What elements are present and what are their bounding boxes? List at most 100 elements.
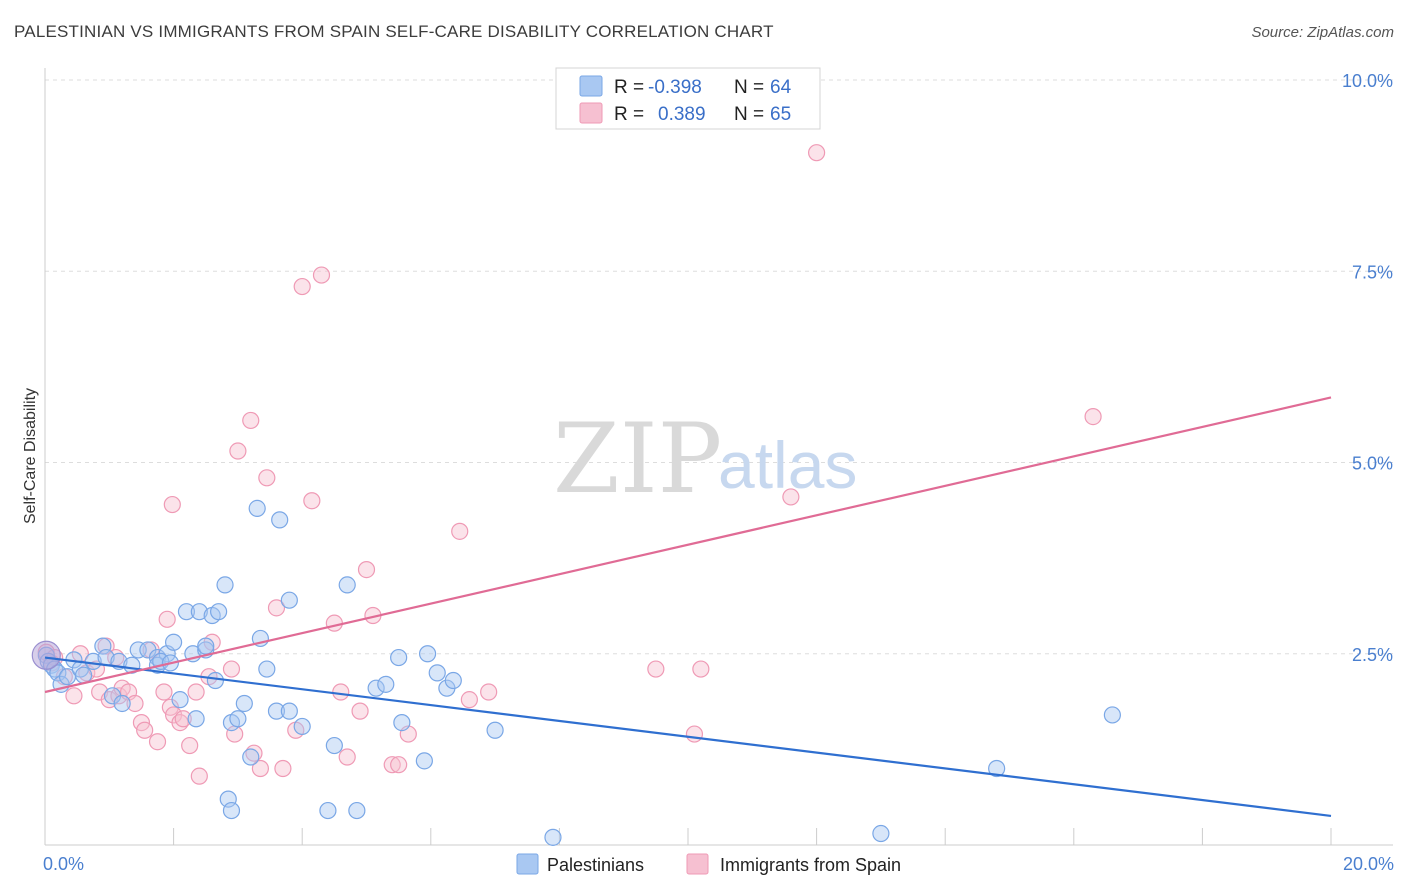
immigrants-from-spain-point-60 xyxy=(782,488,800,506)
palestinians-point-58 xyxy=(415,752,433,770)
bottom-legend-label-immigrants-from-spain: Immigrants from Spain xyxy=(720,855,901,875)
immigrants-from-spain-point-35 xyxy=(242,411,260,430)
palestinians-point-60 xyxy=(428,664,446,682)
palestinians-point-65 xyxy=(872,824,890,843)
palestinians-point-31 xyxy=(197,637,215,655)
legend-r-label-2: R = xyxy=(614,104,644,125)
palestinians-point-24 xyxy=(165,633,183,651)
palestinians-point-55 xyxy=(377,675,395,693)
immigrants-from-spain-point-61 xyxy=(807,144,826,162)
watermark: ZIP atlas xyxy=(553,403,857,515)
legend-swatch-immigrants-from-spain xyxy=(579,102,603,124)
palestinians-point-52 xyxy=(338,576,356,594)
immigrants-from-spain-point-57 xyxy=(647,660,665,678)
watermark-zip: ZIP xyxy=(553,403,722,515)
immigrants-from-spain-point-40 xyxy=(274,759,292,778)
immigrants-from-spain-point-59 xyxy=(692,660,710,678)
palestinians-point-40 xyxy=(235,694,253,713)
y-axis-title: Self-Care Disability xyxy=(22,388,39,524)
x-tick-label-1: 20.0% xyxy=(1343,854,1394,874)
immigrants-from-spain-point-44 xyxy=(312,266,331,284)
legend-n-label-2: N = xyxy=(734,104,764,125)
immigrants-from-spain-point-46 xyxy=(332,683,350,701)
y-tick-label-3: 10.0% xyxy=(1342,71,1393,91)
legend-swatch-palestinians xyxy=(579,75,603,97)
immigrants-from-spain-point-42 xyxy=(293,277,311,296)
immigrants-from-spain-point-19 xyxy=(148,733,167,751)
palestinians-point-53 xyxy=(348,801,366,820)
immigrants-from-spain-point-17 xyxy=(136,721,154,739)
bottom-legend-swatch-immigrants-from-spain xyxy=(686,853,709,875)
immigrants-from-spain-point-34 xyxy=(229,442,247,460)
immigrants-from-spain-point-39 xyxy=(267,599,286,617)
palestinians-point-48 xyxy=(280,702,298,720)
source-label: Source: ZipAtlas.com xyxy=(1251,24,1394,41)
legend-n-value-1: 64 xyxy=(770,77,792,98)
legend-r-value-1: -0.398 xyxy=(648,77,702,98)
chart-title: PALESTINIAN VS IMMIGRANTS FROM SPAIN SEL… xyxy=(14,22,774,41)
palestinians-point-10 xyxy=(84,652,102,671)
palestinians-point-37 xyxy=(222,801,241,820)
axes xyxy=(44,68,1393,846)
immigrants-from-spain-trend-line xyxy=(44,396,1332,694)
palestinians-point-17 xyxy=(129,641,147,659)
series-immigrants-from-spain-points xyxy=(37,144,1102,785)
palestinians-point-39 xyxy=(229,710,247,728)
palestinians-point-26 xyxy=(177,603,196,621)
palestinians-point-54 xyxy=(367,679,385,697)
tick-labels: 2.5% 5.0% 7.5% 10.0% 0.0% 20.0% xyxy=(43,71,1394,874)
palestinians-point-64 xyxy=(544,828,562,846)
palestinians-point-50 xyxy=(319,801,337,820)
immigrants-from-spain-point-29 xyxy=(190,767,208,785)
immigrants-from-spain-point-54 xyxy=(451,522,469,540)
immigrants-from-spain-point-43 xyxy=(303,492,321,510)
legend-n-label-1: N = xyxy=(734,77,764,98)
immigrants-from-spain-point-45 xyxy=(325,614,343,632)
bottom-legend-label-palestinians: Palestinians xyxy=(547,855,644,875)
palestinians-point-57 xyxy=(393,713,411,732)
palestinians-point-35 xyxy=(216,576,234,594)
palestinians-point-34 xyxy=(210,603,228,621)
immigrants-from-spain-point-38 xyxy=(258,469,276,487)
trend-lines xyxy=(44,396,1332,818)
palestinians-point-51 xyxy=(325,736,343,755)
immigrants-from-spain-point-47 xyxy=(338,748,356,766)
immigrants-from-spain-point-20 xyxy=(155,683,173,701)
palestinians-point-47 xyxy=(267,702,286,720)
palestinians-point-41 xyxy=(242,748,260,766)
overlap-cluster-point xyxy=(31,640,61,670)
palestinians-point-67 xyxy=(1103,706,1121,724)
immigrants-from-spain-point-21 xyxy=(158,610,176,628)
immigrants-from-spain-point-27 xyxy=(181,736,199,755)
immigrants-from-spain-point-48 xyxy=(351,702,369,720)
immigrants-from-spain-point-37 xyxy=(251,759,270,778)
legend-r-value-2: 0.389 xyxy=(658,104,706,125)
immigrants-from-spain-point-4 xyxy=(65,687,83,705)
immigrants-from-spain-point-62 xyxy=(1084,408,1102,426)
immigrants-from-spain-point-23 xyxy=(163,495,181,514)
palestinians-point-44 xyxy=(258,660,276,678)
immigrants-from-spain-point-51 xyxy=(383,756,401,774)
palestinians-point-63 xyxy=(486,721,504,739)
palestinians-point-45 xyxy=(271,511,289,529)
immigrants-from-spain-point-26 xyxy=(174,710,192,728)
y-tick-label-2: 7.5% xyxy=(1352,262,1393,282)
immigrants-from-spain-point-49 xyxy=(357,560,376,579)
palestinians-trend-line xyxy=(44,656,1332,818)
y-tick-label-0: 2.5% xyxy=(1352,645,1393,665)
y-tick-label-1: 5.0% xyxy=(1352,454,1393,474)
series-palestinians-points xyxy=(31,499,1121,846)
palestinians-point-56 xyxy=(390,648,408,667)
immigrants-from-spain-point-58 xyxy=(685,725,704,743)
immigrants-from-spain-point-55 xyxy=(460,691,478,709)
immigrants-from-spain-point-28 xyxy=(187,683,205,701)
palestinians-point-33 xyxy=(206,671,224,690)
immigrants-from-spain-point-32 xyxy=(222,660,241,678)
palestinians-point-15 xyxy=(113,694,131,713)
bottom-legend-swatch-palestinians xyxy=(516,853,539,875)
palestinians-point-59 xyxy=(418,645,437,663)
legend-n-value-2: 65 xyxy=(770,104,791,125)
palestinians-point-42 xyxy=(248,499,266,517)
series-legend: Palestinians Immigrants from Spain xyxy=(516,853,901,875)
